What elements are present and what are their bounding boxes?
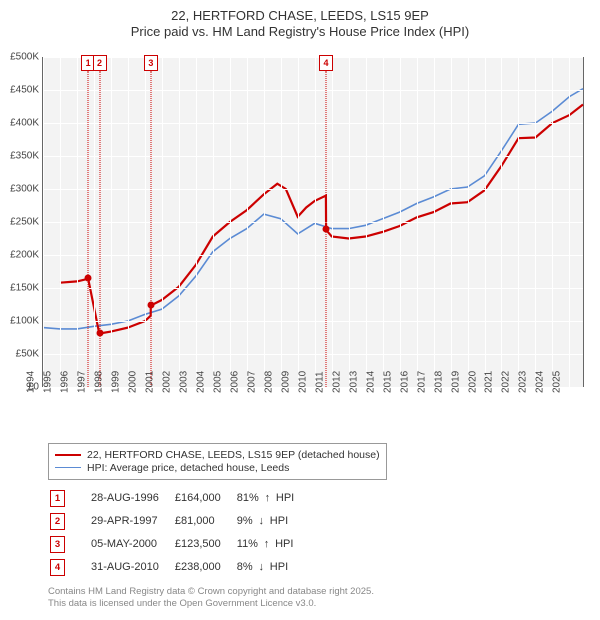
chart-area: 1234 £0£50K£100K£150K£200K£250K£300K£350… [12, 47, 588, 437]
x-tick-label: 1997 [76, 370, 87, 392]
transaction-date: 31-AUG-2010 [91, 557, 173, 578]
x-tick-label: 2010 [297, 370, 308, 392]
legend: 22, HERTFORD CHASE, LEEDS, LS15 9EP (det… [48, 443, 387, 480]
y-tick-label: £100K [10, 315, 39, 326]
y-tick-label: £300K [10, 183, 39, 194]
arrow-down-icon: ↓ [256, 561, 267, 573]
attribution-footer: Contains HM Land Registry data © Crown c… [48, 586, 588, 611]
table-row: 4 31-AUG-2010£238,0008% ↓ HPI [50, 557, 308, 578]
x-tick-label: 2013 [348, 370, 359, 392]
transaction-vline [99, 71, 100, 387]
x-tick-label: 2015 [382, 370, 393, 392]
x-tick-label: 2017 [416, 370, 427, 392]
legend-swatch [55, 454, 81, 456]
sale-point [323, 226, 330, 233]
x-tick-label: 2001 [144, 370, 155, 392]
x-tick-label: 2012 [331, 370, 342, 392]
chart-title: 22, HERTFORD CHASE, LEEDS, LS15 9EP Pric… [12, 8, 588, 41]
x-tick-label: 2018 [433, 370, 444, 392]
transaction-price: £123,500 [175, 534, 235, 555]
x-tick-label: 2005 [212, 370, 223, 392]
arrow-up-icon: ↑ [261, 538, 272, 550]
x-tick-label: 2007 [246, 370, 257, 392]
transaction-index: 3 [50, 536, 65, 553]
y-tick-label: £150K [10, 282, 39, 293]
x-tick-label: 2019 [450, 370, 461, 392]
legend-label: 22, HERTFORD CHASE, LEEDS, LS15 9EP (det… [87, 449, 380, 461]
transaction-pct: 8% ↓ HPI [237, 557, 308, 578]
sale-point [96, 330, 103, 337]
transactions-table: 1 28-AUG-1996£164,00081% ↑ HPI 2 29-APR-199… [48, 486, 310, 580]
transaction-vline [88, 71, 89, 387]
x-tick-label: 2002 [161, 370, 172, 392]
legend-label: HPI: Average price, detached house, Leed… [87, 462, 289, 474]
legend-swatch [55, 467, 81, 468]
transaction-date: 28-AUG-1996 [91, 488, 173, 509]
x-tick-label: 1998 [93, 370, 104, 392]
x-tick-label: 2009 [280, 370, 291, 392]
table-row: 1 28-AUG-1996£164,00081% ↑ HPI [50, 488, 308, 509]
table-row: 2 29-APR-1997£81,0009% ↓ HPI [50, 511, 308, 532]
x-tick-label: 2014 [365, 370, 376, 392]
y-tick-label: £500K [10, 51, 39, 62]
transaction-pct: 11% ↑ HPI [237, 534, 308, 555]
sale-point [85, 275, 92, 282]
transaction-marker: 4 [319, 55, 333, 71]
footer-line-2: This data is licensed under the Open Gov… [48, 598, 316, 609]
title-line-2: Price paid vs. HM Land Registry's House … [131, 24, 469, 39]
transaction-pct: 81% ↑ HPI [237, 488, 308, 509]
x-tick-label: 2008 [263, 370, 274, 392]
transaction-date: 29-APR-1997 [91, 511, 173, 532]
arrow-down-icon: ↓ [256, 515, 267, 527]
x-tick-label: 1995 [42, 370, 53, 392]
transaction-index: 1 [50, 490, 65, 507]
x-tick-label: 2000 [127, 370, 138, 392]
transaction-index: 2 [50, 513, 65, 530]
footer-line-1: Contains HM Land Registry data © Crown c… [48, 586, 374, 597]
arrow-up-icon: ↑ [262, 492, 273, 504]
transaction-pct: 9% ↓ HPI [237, 511, 308, 532]
transaction-vline [150, 71, 151, 387]
transaction-price: £164,000 [175, 488, 235, 509]
y-tick-label: £350K [10, 150, 39, 161]
x-tick-label: 1999 [110, 370, 121, 392]
legend-item: HPI: Average price, detached house, Leed… [55, 462, 380, 474]
y-tick-label: £50K [16, 348, 39, 359]
y-tick-label: £200K [10, 249, 39, 260]
x-tick-label: 2006 [229, 370, 240, 392]
y-tick-label: £250K [10, 216, 39, 227]
x-tick-label: 2016 [399, 370, 410, 392]
plot-region: 1234 [42, 57, 584, 387]
transaction-price: £81,000 [175, 511, 235, 532]
sale-point [147, 301, 154, 308]
y-tick-label: £400K [10, 117, 39, 128]
x-tick-label: 2020 [467, 370, 478, 392]
legend-item: 22, HERTFORD CHASE, LEEDS, LS15 9EP (det… [55, 449, 380, 461]
transaction-price: £238,000 [175, 557, 235, 578]
x-tick-label: 2023 [518, 370, 529, 392]
chart-container: 22, HERTFORD CHASE, LEEDS, LS15 9EP Pric… [0, 0, 600, 620]
y-tick-label: £450K [10, 84, 39, 95]
x-tick-label: 1996 [59, 370, 70, 392]
table-row: 3 05-MAY-2000£123,50011% ↑ HPI [50, 534, 308, 555]
transaction-index: 4 [50, 559, 65, 576]
x-tick-label: 2022 [501, 370, 512, 392]
transaction-marker: 2 [93, 55, 107, 71]
x-tick-label: 2024 [535, 370, 546, 392]
title-line-1: 22, HERTFORD CHASE, LEEDS, LS15 9EP [171, 8, 429, 23]
x-tick-label: 2003 [178, 370, 189, 392]
transaction-date: 05-MAY-2000 [91, 534, 173, 555]
x-tick-label: 2011 [314, 371, 325, 393]
x-tick-label: 2021 [484, 370, 495, 392]
x-tick-label: 1994 [26, 370, 37, 392]
x-tick-label: 2004 [195, 370, 206, 392]
x-tick-label: 2025 [552, 370, 563, 392]
transaction-marker: 3 [144, 55, 158, 71]
